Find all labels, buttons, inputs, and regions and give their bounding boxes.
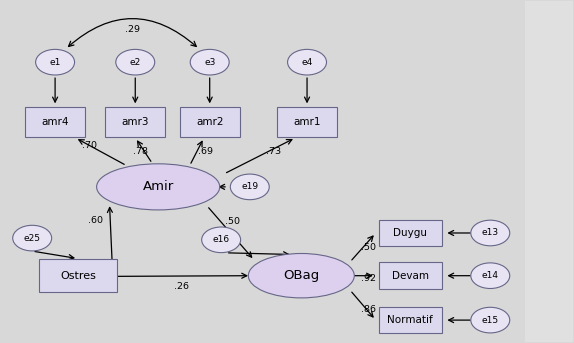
Text: e1: e1 bbox=[49, 58, 61, 67]
Ellipse shape bbox=[13, 225, 52, 251]
Ellipse shape bbox=[230, 174, 269, 200]
Ellipse shape bbox=[201, 227, 241, 253]
Text: e14: e14 bbox=[482, 271, 499, 280]
Text: e4: e4 bbox=[301, 58, 313, 67]
Ellipse shape bbox=[190, 49, 229, 75]
Ellipse shape bbox=[116, 49, 155, 75]
Text: .69: .69 bbox=[198, 147, 213, 156]
Text: e19: e19 bbox=[241, 182, 258, 191]
Text: .50: .50 bbox=[225, 216, 240, 226]
Text: .50: .50 bbox=[362, 243, 377, 252]
FancyBboxPatch shape bbox=[525, 1, 573, 342]
Text: .78: .78 bbox=[134, 147, 149, 156]
FancyBboxPatch shape bbox=[379, 307, 441, 333]
Text: e25: e25 bbox=[24, 234, 41, 243]
FancyBboxPatch shape bbox=[25, 107, 85, 137]
Text: .70: .70 bbox=[82, 141, 97, 150]
Text: e3: e3 bbox=[204, 58, 215, 67]
Ellipse shape bbox=[471, 307, 510, 333]
Ellipse shape bbox=[249, 253, 354, 298]
Text: Amir: Amir bbox=[142, 180, 174, 193]
Text: amr2: amr2 bbox=[196, 117, 223, 127]
Text: .26: .26 bbox=[173, 283, 189, 292]
Text: .60: .60 bbox=[88, 215, 103, 225]
FancyBboxPatch shape bbox=[105, 107, 165, 137]
Ellipse shape bbox=[96, 164, 220, 210]
Text: e16: e16 bbox=[212, 235, 230, 244]
Ellipse shape bbox=[471, 220, 510, 246]
FancyBboxPatch shape bbox=[379, 262, 441, 289]
FancyBboxPatch shape bbox=[180, 107, 240, 137]
Text: Normatif: Normatif bbox=[387, 315, 433, 325]
Text: Ostres: Ostres bbox=[60, 271, 96, 281]
Text: Devam: Devam bbox=[391, 271, 429, 281]
Text: .92: .92 bbox=[362, 274, 377, 283]
Text: e13: e13 bbox=[482, 228, 499, 237]
Text: amr3: amr3 bbox=[122, 117, 149, 127]
Text: e15: e15 bbox=[482, 316, 499, 324]
Text: amr4: amr4 bbox=[41, 117, 69, 127]
Text: e2: e2 bbox=[130, 58, 141, 67]
Ellipse shape bbox=[471, 263, 510, 288]
FancyArrowPatch shape bbox=[68, 19, 196, 46]
Text: amr1: amr1 bbox=[293, 117, 321, 127]
FancyBboxPatch shape bbox=[40, 259, 117, 292]
Text: .29: .29 bbox=[125, 25, 140, 34]
Text: .73: .73 bbox=[266, 147, 281, 156]
Ellipse shape bbox=[36, 49, 75, 75]
FancyBboxPatch shape bbox=[277, 107, 337, 137]
Text: OBag: OBag bbox=[283, 269, 320, 282]
Text: Duygu: Duygu bbox=[393, 228, 427, 238]
FancyBboxPatch shape bbox=[379, 220, 441, 246]
Ellipse shape bbox=[288, 49, 327, 75]
Text: .86: .86 bbox=[362, 305, 377, 314]
